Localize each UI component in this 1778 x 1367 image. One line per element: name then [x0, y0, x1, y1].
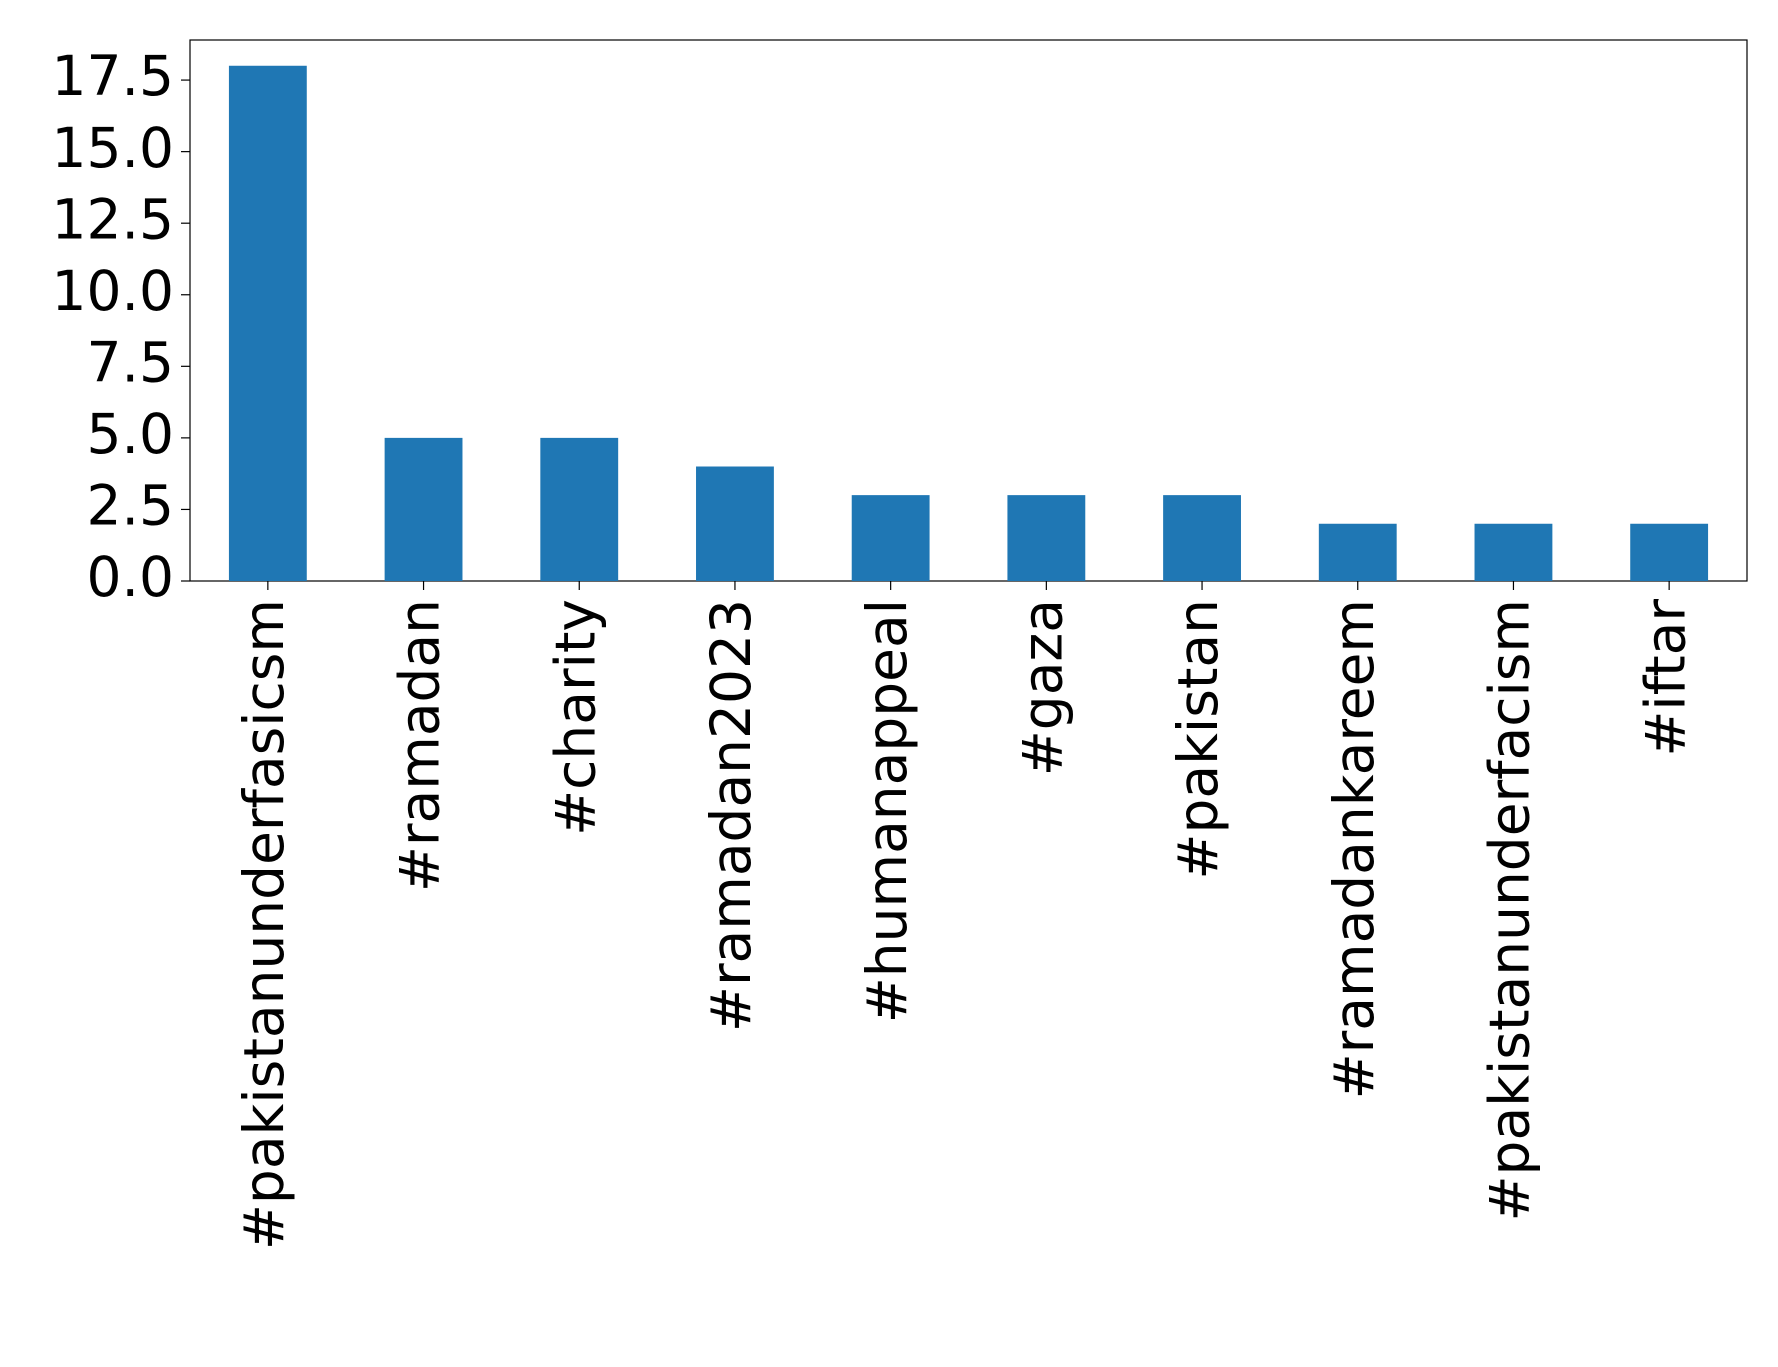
x-tick-label: #pakistan	[1166, 599, 1230, 880]
x-tick-label: #iftar	[1633, 599, 1697, 757]
y-tick-label: 0.0	[87, 545, 174, 609]
x-tick-label: #pakistanunderfacism	[1478, 599, 1542, 1222]
y-tick-label: 5.0	[87, 402, 174, 466]
bar	[1474, 523, 1553, 581]
bar	[1007, 495, 1086, 581]
bar	[540, 437, 619, 581]
bar	[1630, 523, 1709, 581]
bar	[384, 437, 463, 581]
y-tick-label: 7.5	[87, 330, 174, 394]
bar	[1318, 523, 1397, 581]
axes-frame	[189, 39, 1748, 582]
x-tick-label: #humanappeal	[855, 599, 919, 1023]
y-tick-label: 15.0	[52, 116, 174, 180]
bar	[228, 65, 307, 581]
x-tick-label: #pakistanunderfasicsm	[232, 599, 296, 1250]
y-tick-label: 17.5	[52, 44, 174, 108]
y-tick-label: 2.5	[87, 474, 174, 538]
x-tick-label: #ramadankareem	[1322, 599, 1386, 1099]
x-tick-label: #ramadan	[388, 599, 452, 892]
bar	[696, 466, 774, 581]
x-tick-label: #gaza	[1010, 599, 1074, 776]
bar	[1163, 495, 1241, 581]
x-tick-label: #charity	[543, 599, 607, 836]
x-tick-label: #ramadan2023	[699, 599, 763, 1032]
y-tick-label: 10.0	[52, 259, 174, 323]
y-tick-label: 12.5	[52, 187, 174, 251]
bar	[851, 495, 930, 581]
